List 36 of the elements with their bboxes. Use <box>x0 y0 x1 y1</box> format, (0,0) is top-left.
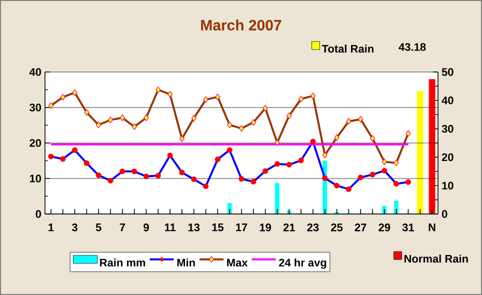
y-tick-label: 40 <box>29 68 42 76</box>
y2-tick-label: 40 <box>442 96 454 104</box>
y-tick-label: 0 <box>36 210 42 218</box>
x-tick-label: 3 <box>72 224 78 232</box>
y2-tick-label: 50 <box>442 68 454 76</box>
y2-tick-label: 10 <box>442 182 454 190</box>
x-tick-label: 13 <box>188 224 200 232</box>
x-tick-label: 21 <box>283 224 295 232</box>
legend-label: Rain mm <box>100 258 146 267</box>
legend-label: 24 hr avg <box>278 258 326 269</box>
legend-label: Normal Rain <box>404 254 468 263</box>
legend-label: Max <box>227 258 248 267</box>
y2-tick-label: 0 <box>442 210 448 218</box>
legend-label: Total Rain <box>322 44 374 53</box>
x-tick-label: N <box>428 224 436 232</box>
y2-tick-label: 30 <box>442 124 454 133</box>
x-tick-label: 25 <box>331 224 343 232</box>
y2-tick-label: 20 <box>442 153 454 162</box>
legend-label: Min <box>177 258 195 266</box>
text: 43.18 <box>398 43 426 51</box>
y-tick-label: 10 <box>30 174 42 182</box>
x-tick-label: 9 <box>144 224 149 232</box>
x-tick-label: 17 <box>236 224 248 232</box>
y-tick-label: 20 <box>30 139 42 147</box>
x-tick-label: 19 <box>260 224 272 232</box>
x-tick-label: 1 <box>48 224 54 232</box>
x-tick-label: 27 <box>354 224 366 232</box>
x-tick-label: 23 <box>307 224 319 232</box>
x-tick-label: 31 <box>402 224 414 232</box>
x-tick-label: 15 <box>212 224 224 232</box>
y-tick-label: 30 <box>29 104 42 112</box>
x-tick-label: 5 <box>96 224 102 232</box>
chart-title: March 2007 <box>201 19 282 30</box>
x-tick-label: 7 <box>120 224 125 232</box>
x-tick-label: 29 <box>378 224 390 232</box>
x-tick-label: 11 <box>164 224 176 232</box>
